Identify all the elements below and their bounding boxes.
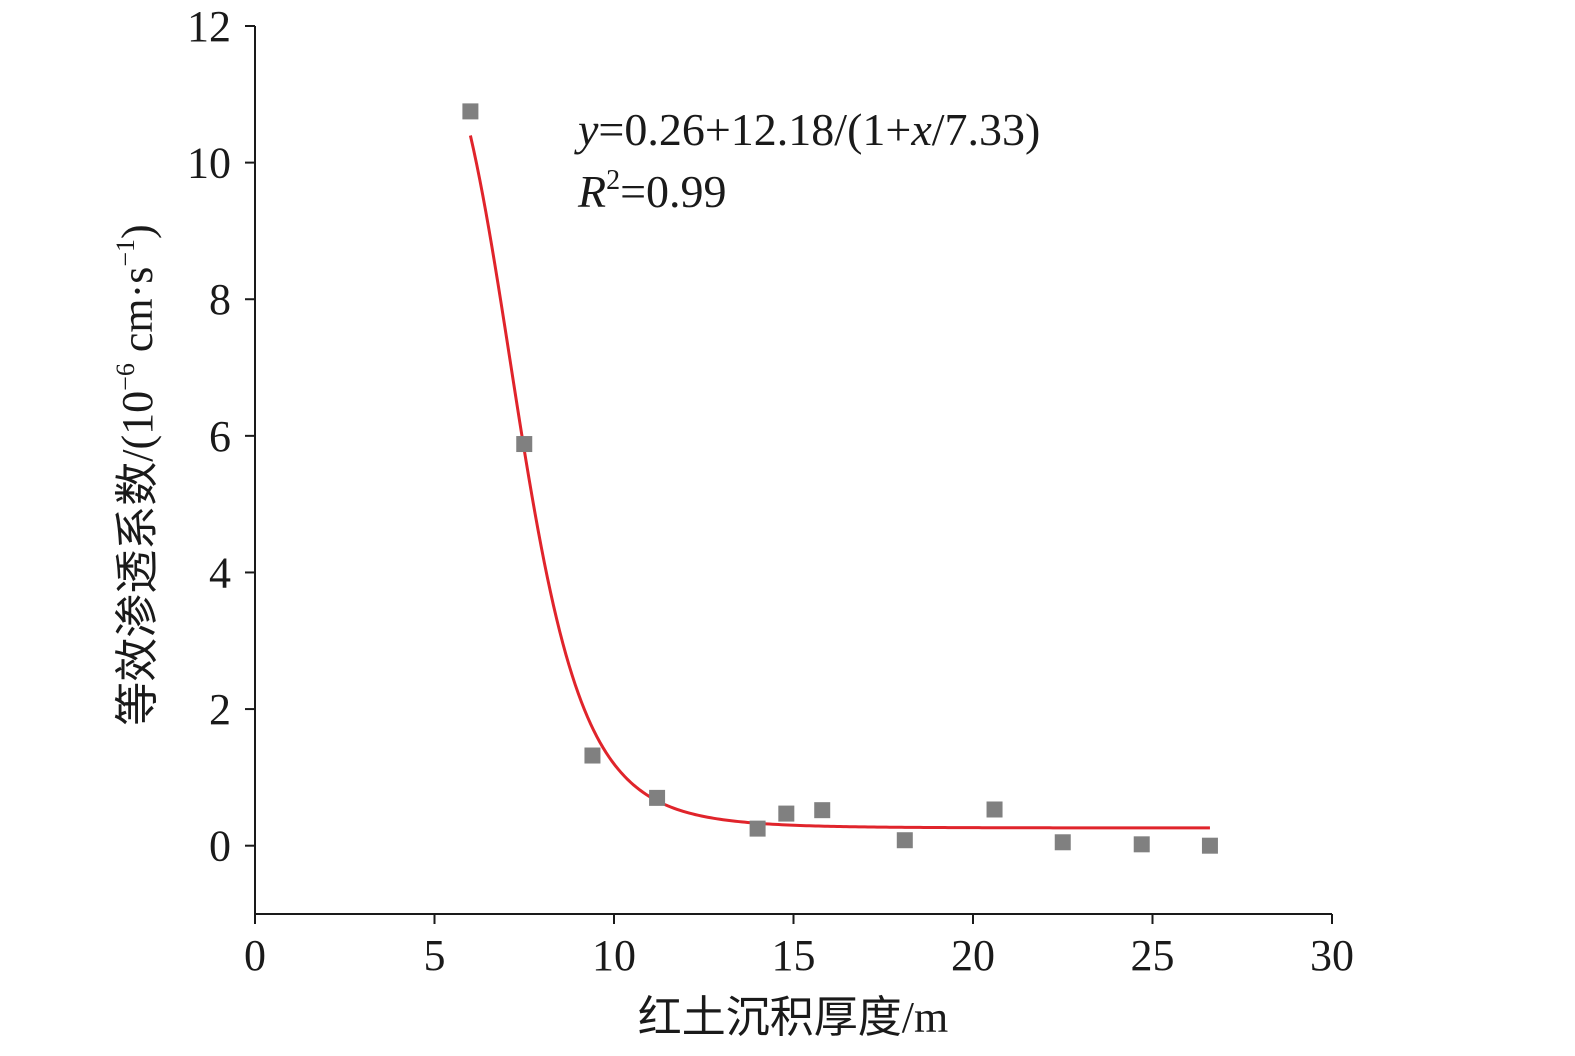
fit-equation: y=0.26+12.18/(1+x/7.33)	[574, 104, 1040, 155]
y-tick-label: 0	[209, 822, 231, 871]
axes	[254, 26, 1332, 915]
y-axis-title: 等效渗透系数/(10−6 cm·s−1)	[111, 224, 162, 725]
data-point	[749, 820, 766, 837]
y-tick-label: 4	[209, 548, 231, 597]
data-point	[778, 805, 795, 822]
data-point	[1054, 834, 1071, 851]
y-tick-label: 12	[187, 2, 231, 51]
y-axis-title-prefix: 等效渗透系数/(10	[113, 391, 162, 726]
data-point	[462, 103, 479, 120]
y-axis-ticks: 0 2 4 6 8 10 12	[187, 2, 255, 871]
x-tick-label: 20	[951, 931, 995, 980]
x-tick-label: 15	[772, 931, 816, 980]
eq-part1: =0.26+12.18/(1+	[598, 104, 911, 155]
fit-curve	[468, 135, 1210, 830]
data-points	[462, 103, 1218, 854]
y-axis-title-unit: cm·s	[113, 267, 162, 364]
y-tick-label: 10	[187, 139, 231, 188]
x-tick-label: 10	[592, 931, 636, 980]
x-tick-label: 0	[244, 931, 266, 980]
data-point	[584, 747, 601, 764]
y-axis-title-suffix: )	[113, 224, 162, 239]
y-tick-label: 2	[209, 685, 231, 734]
r-squared: R2=0.99	[577, 165, 727, 217]
r2-sup: 2	[606, 165, 620, 196]
y-axis-title-exp2: −1	[111, 239, 140, 267]
data-point	[649, 789, 666, 806]
data-point	[1201, 837, 1218, 854]
y-axis-title-exp: −6	[111, 363, 140, 391]
x-tick-label: 5	[424, 931, 446, 980]
x-tick-label: 30	[1310, 931, 1354, 980]
data-point	[896, 832, 913, 849]
data-point	[814, 802, 831, 819]
eq-part2: /7.33)	[932, 104, 1041, 155]
x-axis-ticks: 0 5 10 15 20 25 30	[244, 914, 1354, 980]
x-tick-label: 25	[1131, 931, 1175, 980]
r2-r: R	[577, 166, 606, 217]
data-point	[1133, 836, 1150, 853]
y-tick-label: 6	[209, 412, 231, 461]
eq-y: y	[574, 104, 599, 155]
r2-value: =0.99	[620, 166, 726, 217]
y-tick-label: 8	[209, 275, 231, 324]
x-axis-title: 红土沉积厚度/m	[638, 993, 948, 1042]
data-point	[516, 436, 533, 453]
eq-x: x	[910, 104, 932, 155]
data-point	[986, 801, 1003, 818]
